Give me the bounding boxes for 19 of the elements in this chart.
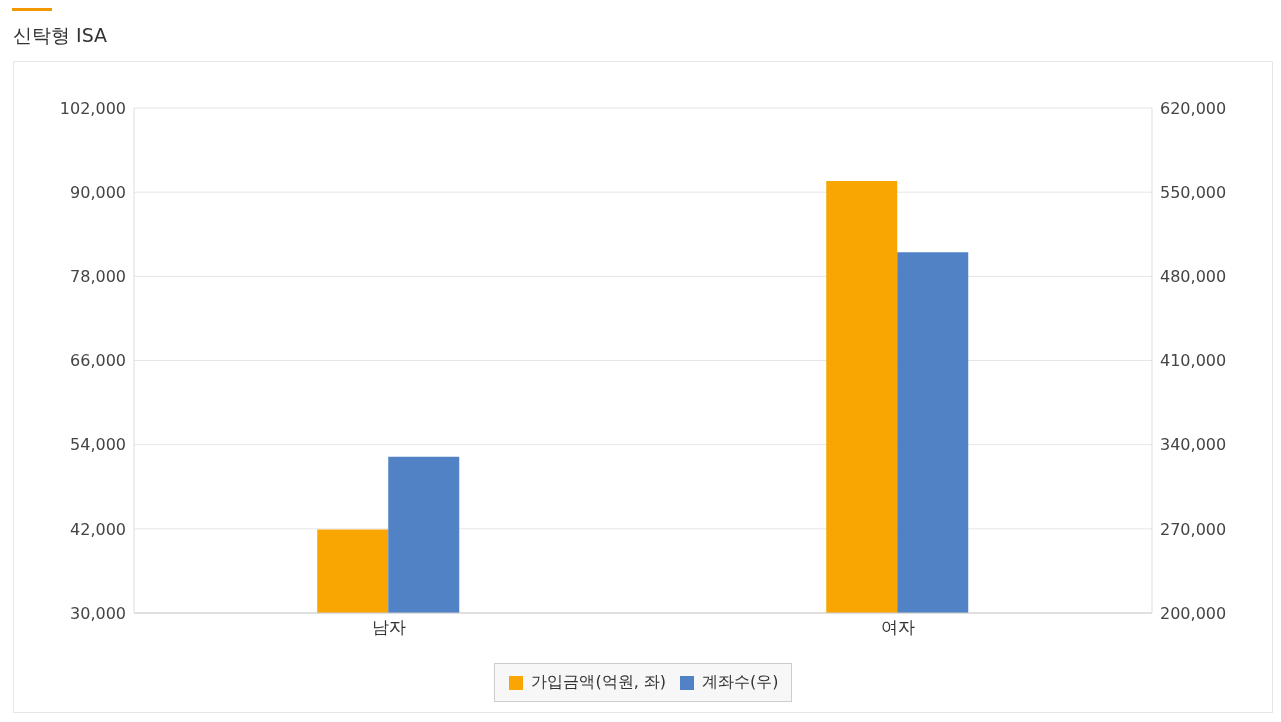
y-tick-label: 54,000 bbox=[70, 435, 126, 455]
y-tick-label: 30,000 bbox=[70, 603, 126, 623]
y2-tick-label: 200,000 bbox=[1160, 603, 1227, 623]
y-tick-label: 78,000 bbox=[70, 267, 126, 287]
legend-label: 계좌수(우) bbox=[701, 672, 779, 693]
chart-title: 신탁형 ISA bbox=[13, 23, 109, 48]
y-tick-label: 42,000 bbox=[70, 519, 126, 539]
y2-tick-label: 480,000 bbox=[1160, 267, 1227, 287]
y-tick-label: 102,000 bbox=[59, 98, 126, 118]
y2-tick-label: 270,000 bbox=[1160, 519, 1227, 539]
legend-label: 가입금액(억원, 좌) bbox=[530, 672, 667, 693]
y2-tick-label: 410,000 bbox=[1160, 351, 1227, 371]
y-tick-label: 66,000 bbox=[70, 351, 126, 371]
y-tick-label: 90,000 bbox=[70, 182, 126, 202]
y2-tick-label: 340,000 bbox=[1160, 435, 1227, 455]
y2-tick-label: 620,000 bbox=[1160, 98, 1227, 118]
x-tick-label: 남자 bbox=[371, 617, 406, 638]
y2-tick-label: 550,000 bbox=[1160, 182, 1227, 202]
x-tick-label: 여자 bbox=[880, 617, 915, 638]
